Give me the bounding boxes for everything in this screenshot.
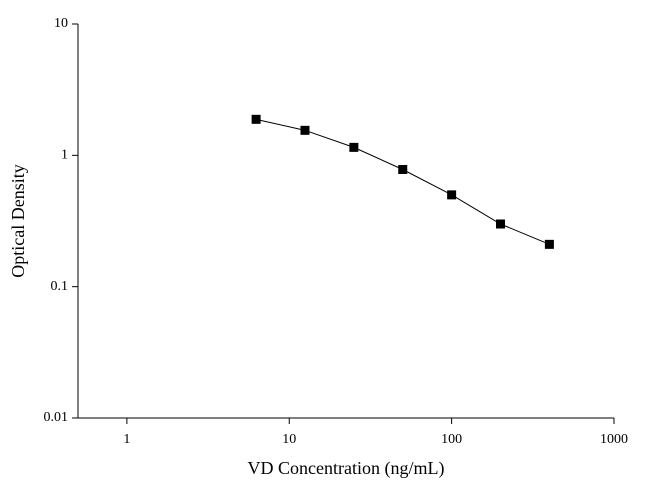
x-tick-label: 1000 — [600, 432, 628, 447]
marker — [300, 125, 310, 135]
marker — [447, 190, 457, 200]
x-axis-label: VD Concentration (ng/mL) — [248, 458, 445, 479]
marker — [398, 165, 408, 175]
x-tick-label: 1 — [123, 432, 130, 447]
y-axis-label: Optical Density — [8, 164, 28, 277]
y-tick-label: 1 — [61, 148, 68, 163]
y-tick-label: 0.01 — [44, 410, 69, 425]
x-tick-label: 100 — [441, 432, 462, 447]
marker — [544, 239, 554, 249]
marker — [496, 219, 506, 229]
marker — [251, 114, 261, 124]
data-line — [255, 118, 550, 245]
marker — [349, 142, 359, 152]
x-tick-label: 10 — [282, 432, 296, 447]
y-tick-label: 10 — [54, 16, 68, 31]
y-tick-label: 0.1 — [51, 279, 69, 294]
